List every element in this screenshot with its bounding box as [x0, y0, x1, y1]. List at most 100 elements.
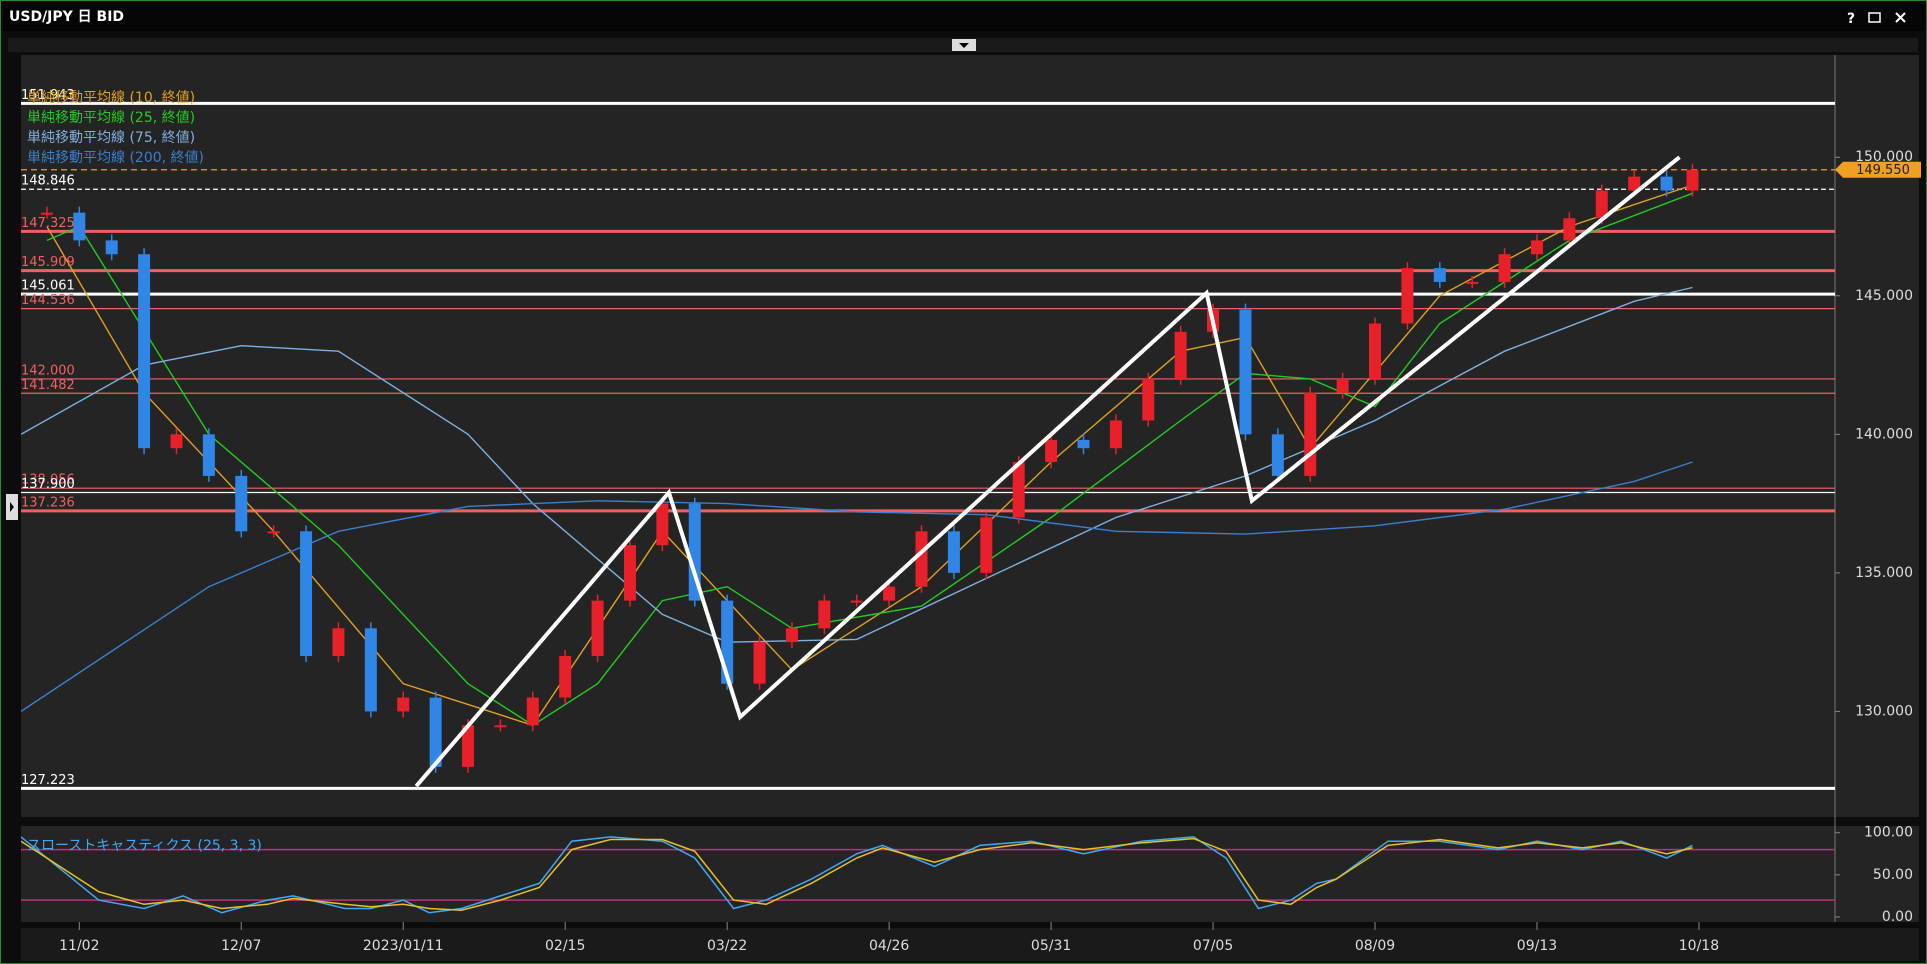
- candle: [1530, 240, 1543, 255]
- candle: [138, 254, 151, 449]
- candle: [1498, 254, 1511, 282]
- legend-entry: 単純移動平均線 (25, 終値): [27, 110, 195, 126]
- level-label: 145.909: [21, 255, 75, 270]
- help-button[interactable]: ?: [1847, 11, 1855, 27]
- candle: [591, 600, 604, 657]
- y-tick-label: 100.00: [1864, 825, 1913, 841]
- legend-entry: 単純移動平均線 (75, 終値): [27, 130, 195, 146]
- dropdown-arrow: [959, 43, 969, 48]
- x-tick-label: 08/09: [1355, 938, 1395, 954]
- y-tick-label: 135.000: [1855, 565, 1913, 581]
- candle: [915, 531, 928, 587]
- y-tick-label: 130.000: [1855, 703, 1913, 719]
- y-tick-label: 50.00: [1873, 867, 1913, 883]
- oscillator-line: [21, 837, 1693, 911]
- candle: [1466, 281, 1479, 284]
- sub-axis: [1835, 826, 1919, 922]
- candle: [494, 725, 507, 728]
- y-tick-label: 145.000: [1855, 288, 1913, 304]
- x-tick-label: 09/13: [1517, 938, 1557, 954]
- candle: [1401, 268, 1414, 324]
- x-tick-label: 04/26: [869, 938, 909, 954]
- level-label: 151.943: [21, 88, 75, 103]
- level-label: 148.846: [21, 174, 75, 189]
- time-axis: [21, 928, 1919, 961]
- candle: [73, 212, 86, 241]
- x-tick-label: 11/02: [59, 938, 99, 954]
- moving-average: [21, 461, 1693, 712]
- candle: [980, 517, 993, 573]
- candle: [462, 725, 475, 767]
- candle: [1012, 462, 1025, 518]
- candle: [1336, 378, 1349, 393]
- candle: [559, 656, 572, 698]
- x-tick-label: 07/05: [1193, 938, 1233, 954]
- maximize-button[interactable]: [1868, 12, 1881, 23]
- oscillator-line: [21, 836, 1693, 914]
- candle: [753, 642, 766, 684]
- candle: [526, 697, 539, 726]
- main-plot: [21, 55, 1835, 817]
- candle: [1077, 439, 1090, 449]
- level-label: 127.223: [21, 773, 75, 788]
- price-axis: [1835, 55, 1919, 817]
- candle: [1686, 169, 1699, 191]
- last-price-label: 149.550: [1856, 163, 1910, 178]
- trend-line: [414, 155, 1681, 788]
- close-button[interactable]: [1895, 12, 1906, 23]
- candle: [850, 600, 863, 603]
- level-label: 144.536: [21, 293, 75, 308]
- y-tick-label: 150.000: [1855, 149, 1913, 165]
- x-tick-label: 02/15: [545, 938, 585, 954]
- candle: [1271, 434, 1284, 476]
- candle: [105, 240, 118, 255]
- y-tick-label: 140.000: [1855, 426, 1913, 442]
- candle: [202, 434, 215, 476]
- candle: [688, 503, 701, 601]
- window-title: USD/JPY 日 BID: [9, 9, 124, 25]
- candle: [364, 628, 377, 712]
- sub-layer: [21, 836, 1835, 914]
- candle: [1304, 392, 1317, 476]
- candle: [1239, 309, 1252, 435]
- x-tick-label: 10/18: [1679, 938, 1719, 954]
- candle: [623, 545, 636, 601]
- x-tick-label: 2023/01/11: [363, 938, 444, 954]
- side-tab-arrow: [10, 502, 14, 512]
- main-layer: [21, 101, 1835, 790]
- last-price-box: [1835, 161, 1921, 178]
- x-tick-label: 03/22: [707, 938, 747, 954]
- sub-plot: [21, 826, 1835, 922]
- candle: [40, 212, 53, 215]
- candle: [1433, 268, 1446, 282]
- candle: [656, 503, 669, 546]
- candle: [1563, 218, 1576, 241]
- candle: [1660, 176, 1673, 191]
- label-layer: 151.943 148.846 147.325 145.909 145.061144.5…: [21, 88, 1921, 954]
- candle: [332, 628, 345, 657]
- title-bar: [1, 1, 1926, 31]
- y-tick-label: 0.00: [1882, 909, 1913, 925]
- legend-entry: 単純移動平均線 (200, 終値): [27, 150, 204, 166]
- level-label: 141.482: [21, 378, 75, 393]
- level-label: 147.325: [21, 216, 75, 231]
- x-tick-label: 05/31: [1031, 938, 1071, 954]
- candle: [235, 475, 248, 532]
- level-label: 138.056: [21, 473, 75, 488]
- candle: [1369, 323, 1382, 379]
- candle: [1595, 190, 1608, 219]
- candle: [818, 600, 831, 629]
- candle: [1174, 331, 1187, 379]
- level-label: 137.900: [21, 477, 75, 492]
- candle: [1045, 439, 1058, 463]
- candle: [397, 697, 410, 712]
- candle: [947, 531, 960, 573]
- x-tick-label: 12/07: [221, 938, 261, 954]
- candle: [300, 531, 313, 657]
- level-label: 137.236: [21, 495, 75, 510]
- candle: [267, 531, 280, 534]
- legend-entry: 単純移動平均線 (10, 終値): [27, 90, 195, 106]
- level-label: 145.061: [21, 279, 75, 294]
